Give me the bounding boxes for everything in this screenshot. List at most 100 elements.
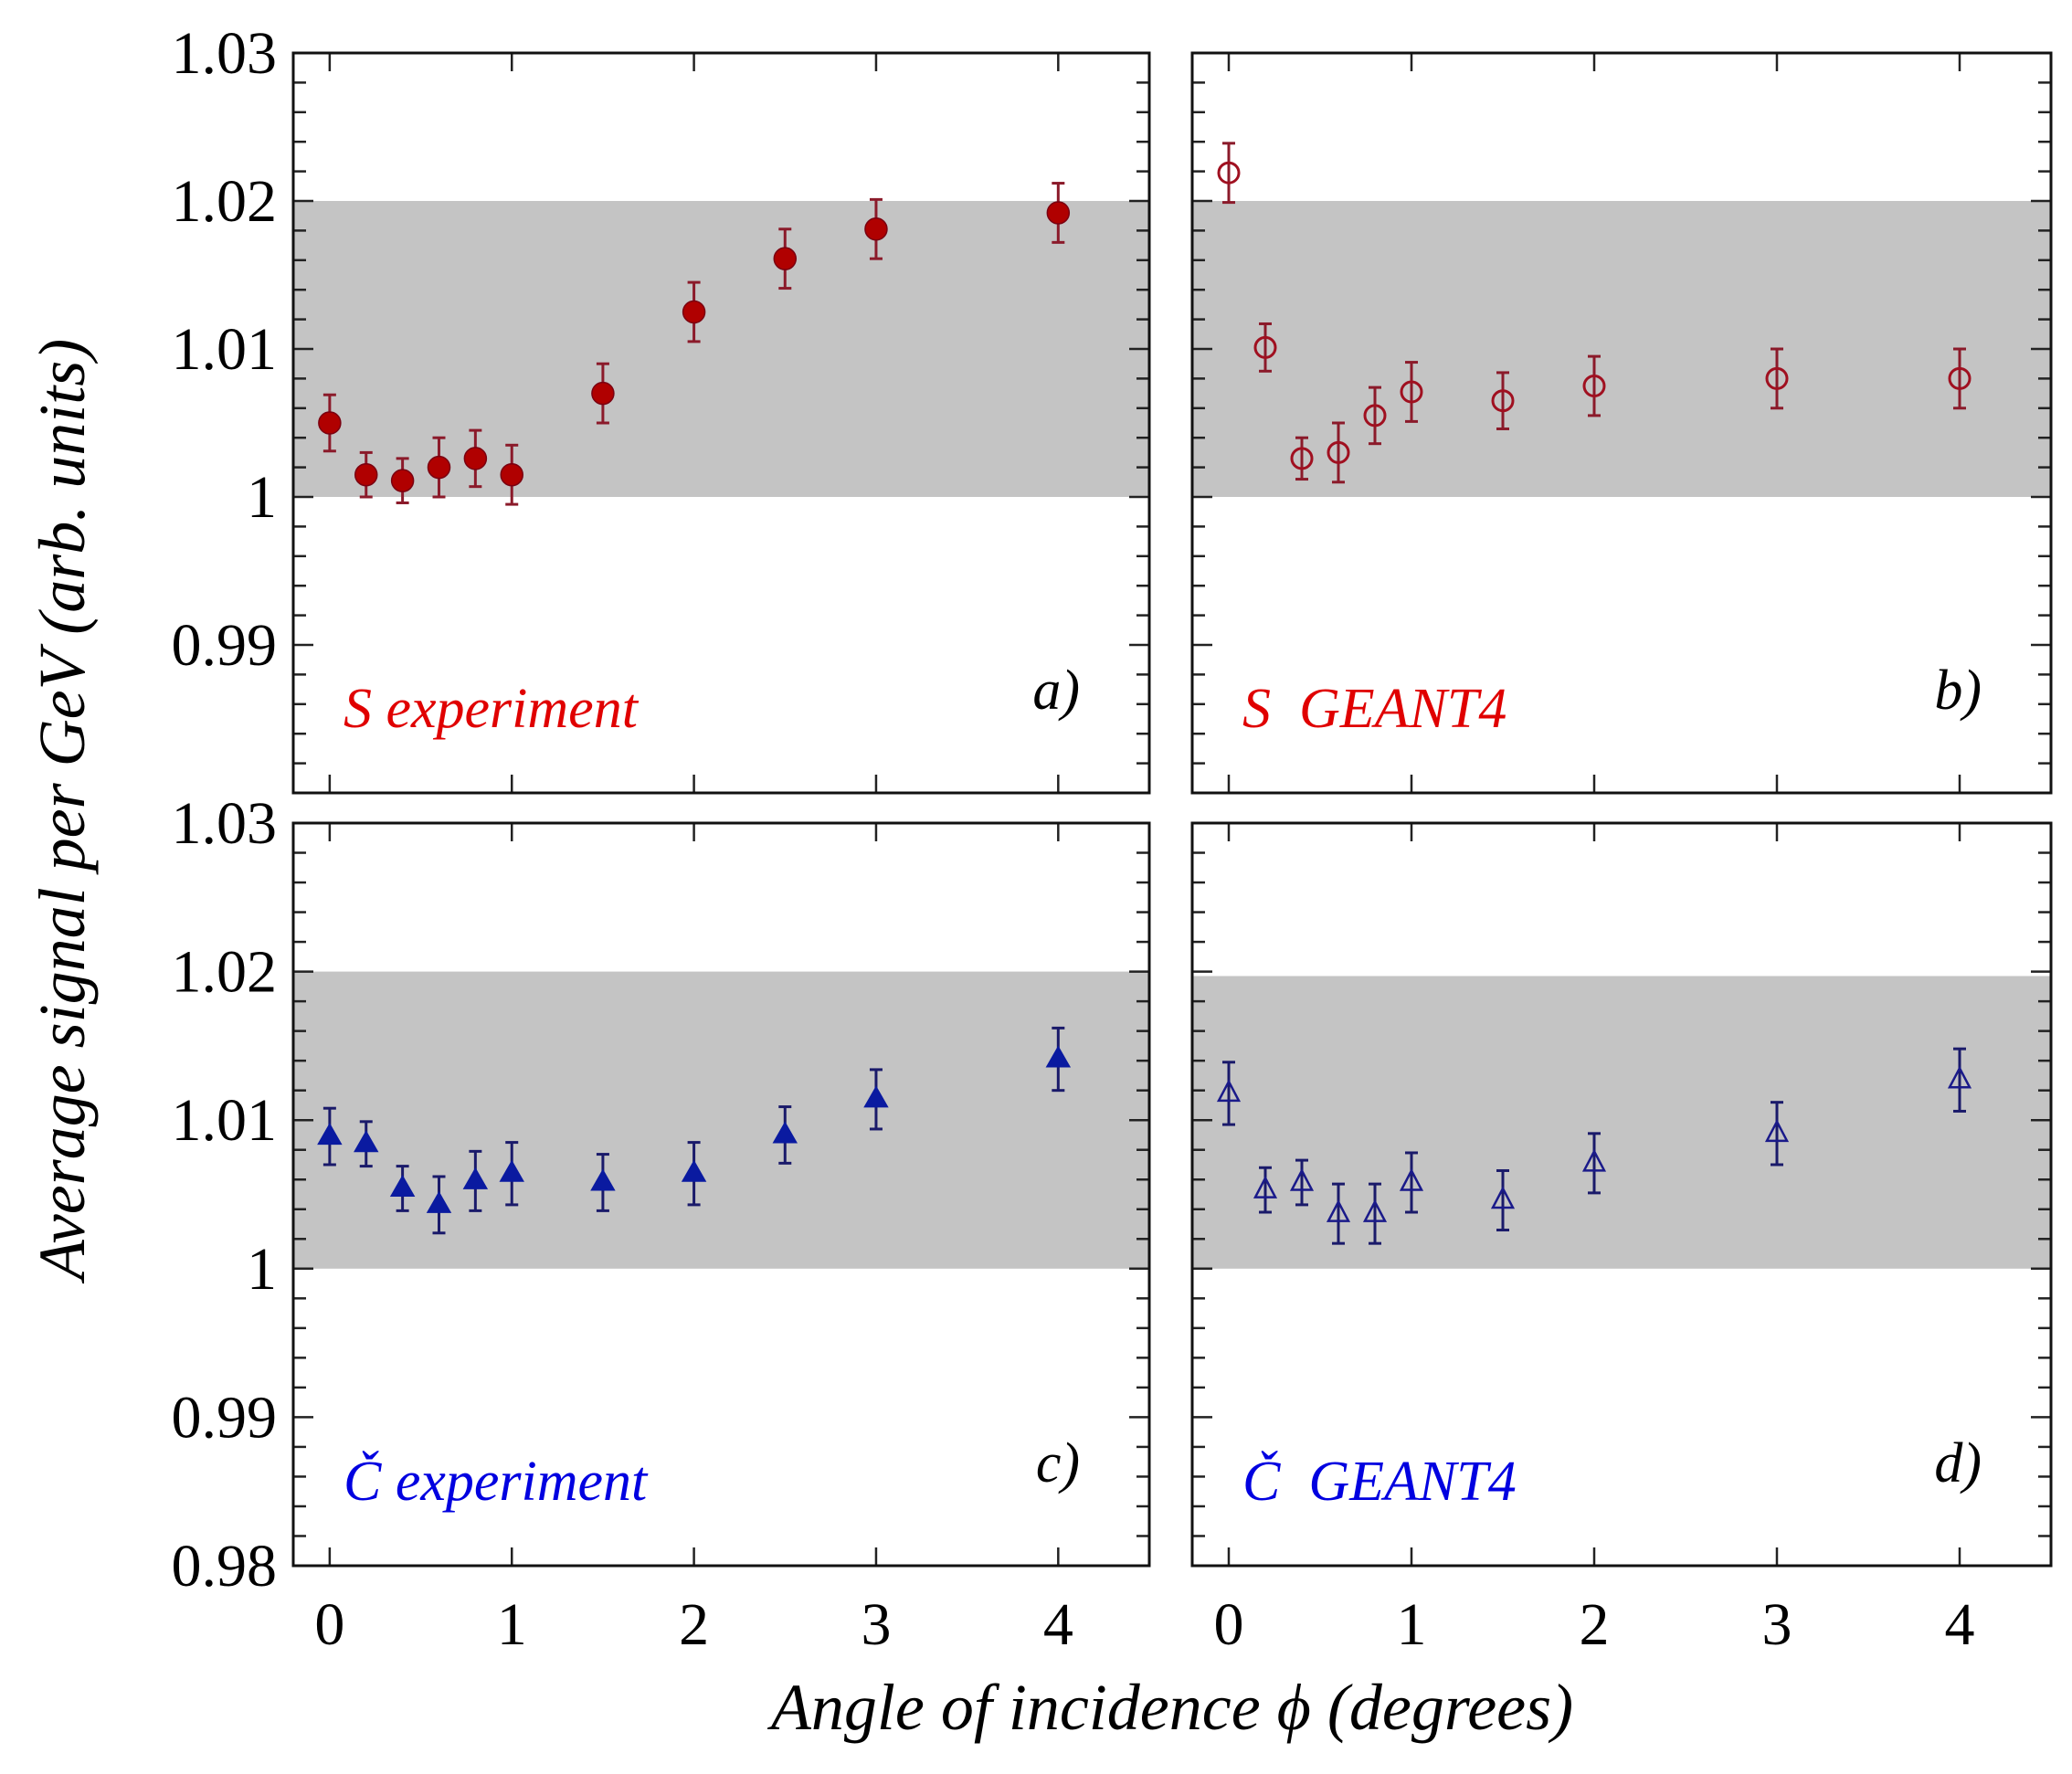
x-tick-label: 1 (1397, 1591, 1427, 1658)
data-point (1046, 182, 1071, 244)
data-point (1400, 361, 1423, 423)
marker-filled-circle (1046, 201, 1071, 225)
marker-open-triangle (1216, 1079, 1242, 1103)
marker-open-circle (1327, 440, 1350, 464)
y-tick-label: 1.01 (172, 1087, 278, 1154)
marker-filled-triangle (426, 1190, 452, 1213)
x-tick-label: 2 (1580, 1591, 1610, 1658)
panel-d: 0 1 2 3 4 Č GEANT4 d) (1190, 821, 2053, 1658)
marker-open-circle (1491, 389, 1515, 413)
tolerance-band (293, 971, 1149, 1269)
marker-filled-circle (591, 381, 615, 406)
data-point (1399, 1151, 1424, 1214)
data-point (1253, 1166, 1278, 1214)
x-tick-label: 4 (1945, 1591, 1975, 1658)
marker-filled-circle (318, 411, 342, 435)
data-point (772, 1105, 798, 1165)
marker-filled-triangle (354, 1130, 379, 1153)
panel-frame (1190, 51, 2053, 795)
marker-open-triangle (1326, 1199, 1351, 1222)
marker-filled-circle (427, 455, 451, 480)
marker-open-circle (1765, 366, 1789, 390)
x-tick-label: 3 (1762, 1591, 1792, 1658)
panel-label: S GEANT4 (1242, 678, 1506, 740)
marker-open-circle (1290, 447, 1314, 470)
data-point (1045, 1026, 1072, 1093)
data-point (390, 457, 415, 504)
data-point (1765, 347, 1789, 410)
data-point (462, 1149, 489, 1212)
y-tick-label: 0.99 (172, 612, 278, 679)
panel-frame (291, 821, 1151, 1568)
marker-open-triangle (1399, 1167, 1424, 1191)
panel-frame (1190, 821, 2053, 1568)
panel-label: Č GEANT4 (1242, 1451, 1517, 1513)
tolerance-band (1192, 976, 2051, 1269)
panels: 0.99 1 1.01 1.02 1.03 S experiment a) S GEANT4 b… (172, 20, 2053, 1658)
marker-open-triangle (1490, 1186, 1516, 1209)
marker-open-circle (1363, 404, 1387, 428)
data-point (863, 1068, 889, 1131)
marker-filled-triangle (389, 1174, 416, 1197)
marker-open-circle (1948, 366, 1972, 390)
marker-open-circle (1253, 335, 1277, 359)
marker-open-circle (1582, 375, 1606, 397)
data-point (1948, 347, 1972, 410)
tolerance-band (293, 201, 1149, 497)
y-tick-label: 1.02 (172, 939, 278, 1006)
data-point (1216, 1061, 1242, 1126)
y-tick-label: 0.99 (172, 1384, 278, 1451)
data-point (864, 197, 888, 260)
data-point (590, 1153, 616, 1212)
y-tick-label: 1 (247, 1236, 277, 1303)
x-tick-label: 1 (497, 1591, 527, 1658)
marker-filled-triangle (1045, 1045, 1072, 1068)
marker-filled-triangle (590, 1168, 616, 1191)
data-point (354, 450, 378, 499)
data-point (1764, 1101, 1790, 1167)
marker-filled-circle (500, 462, 523, 487)
x-tick-label: 4 (1043, 1591, 1073, 1658)
marker-filled-circle (390, 469, 415, 492)
marker-open-triangle (1947, 1065, 1972, 1089)
panel-frame (291, 51, 1151, 795)
panel-tag: b) (1934, 660, 1982, 722)
data-point (463, 428, 488, 489)
panel-b: S GEANT4 b) (1190, 51, 2053, 795)
panel-label: Č experiment (344, 1451, 649, 1513)
data-point (500, 443, 523, 506)
tolerance-band (1192, 201, 2051, 497)
data-point (1253, 322, 1277, 373)
marker-open-triangle (1764, 1119, 1790, 1143)
y-axis-title: Average signal per GeV (arb. units) (26, 339, 99, 1284)
data-point (389, 1165, 416, 1212)
y-tick-label: 0.98 (172, 1533, 278, 1600)
y-tick-label: 1 (247, 464, 277, 531)
y-tick-label: 1.03 (172, 20, 278, 87)
data-point (318, 393, 342, 453)
data-point (773, 227, 798, 290)
data-point (1491, 371, 1515, 430)
x-tick-label: 0 (1214, 1591, 1244, 1658)
x-tick-label: 3 (861, 1591, 891, 1658)
data-point (426, 1175, 452, 1235)
panel-label: S experiment (344, 678, 640, 740)
y-tick-label: 1.03 (172, 790, 278, 857)
panel-a: 0.99 1 1.01 1.02 1.03 S experiment a) (172, 20, 1151, 795)
marker-open-triangle (1253, 1175, 1278, 1199)
panel-c: 0.98 0.99 1 1.01 1.02 1.03 0 1 2 3 4 Č experiment c) (172, 790, 1151, 1658)
y-tick-label: 1.02 (172, 168, 278, 235)
data-point (427, 436, 451, 499)
panel-tag: c) (1036, 1432, 1080, 1494)
data-point (1581, 1132, 1607, 1195)
x-tick-label: 2 (679, 1591, 709, 1658)
marker-filled-circle (682, 300, 706, 324)
data-point (1582, 354, 1606, 417)
marker-open-circle (1217, 161, 1241, 185)
marker-filled-triangle (462, 1167, 489, 1189)
data-point (499, 1141, 524, 1207)
marker-open-circle (1400, 380, 1423, 404)
marker-filled-circle (864, 217, 888, 241)
marker-filled-triangle (863, 1085, 889, 1108)
